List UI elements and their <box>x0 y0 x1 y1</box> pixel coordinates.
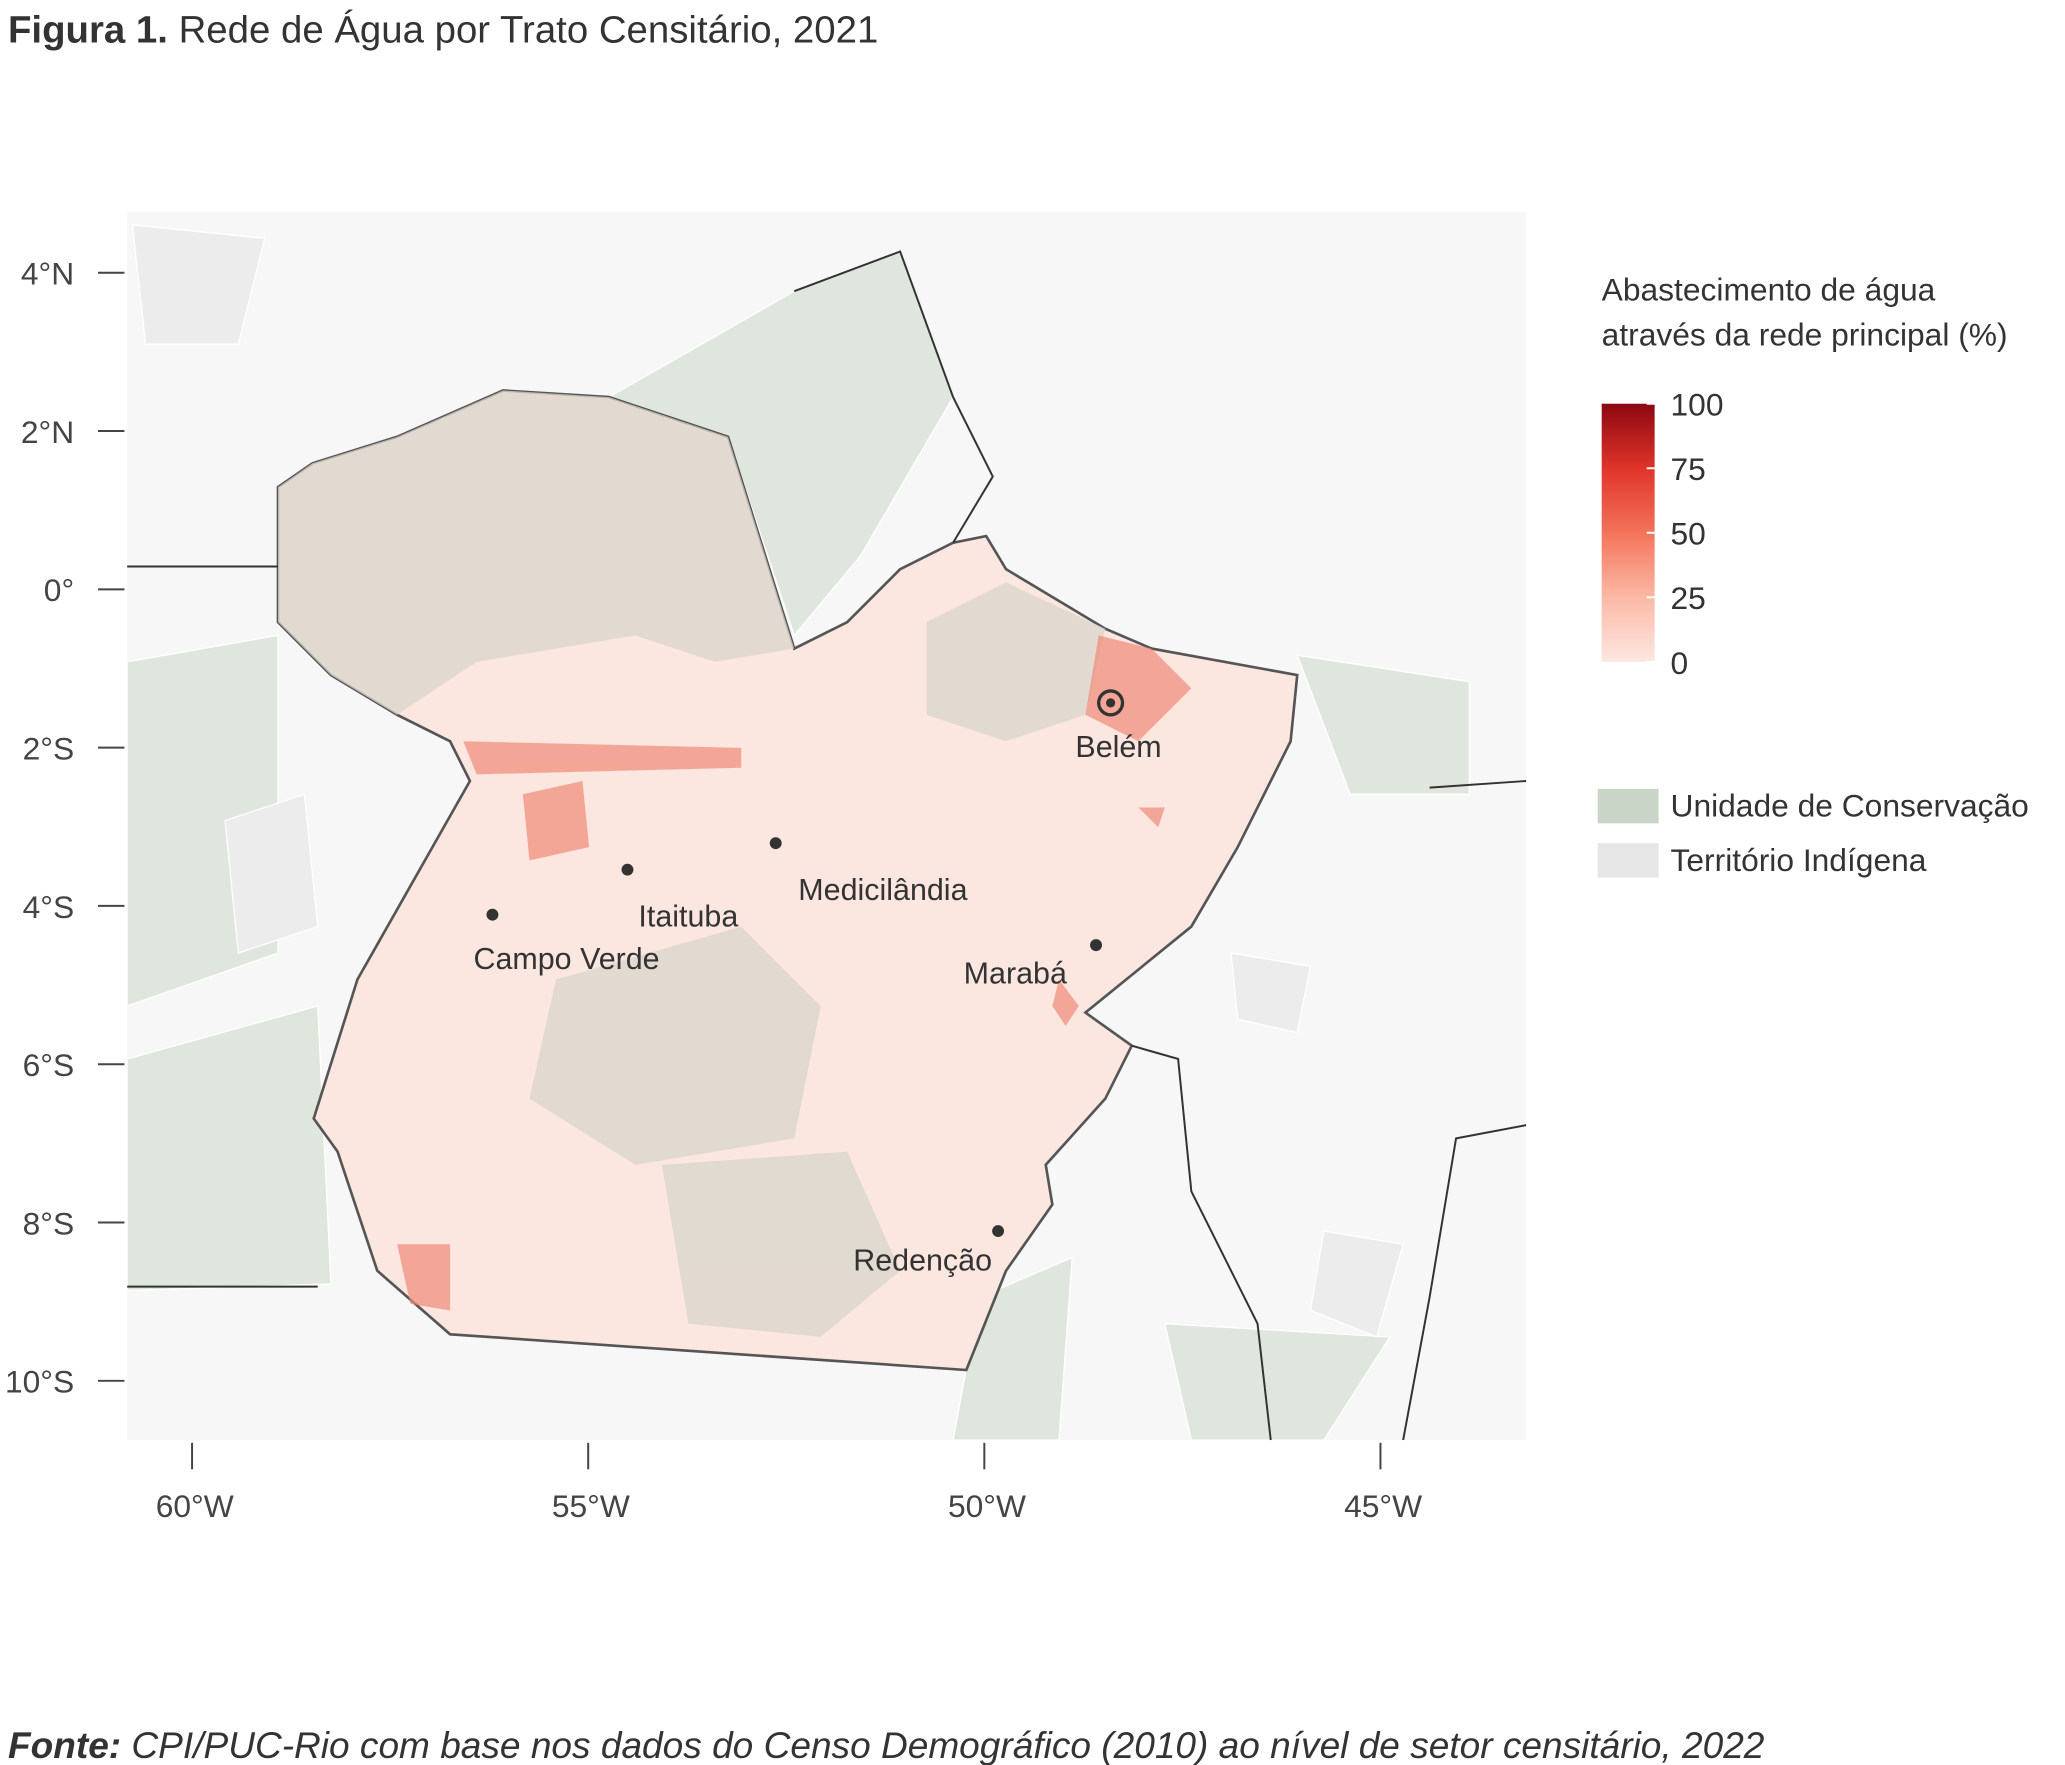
city-marker <box>992 1225 1005 1237</box>
y-tick-label: 2°N <box>21 414 74 450</box>
axes: 4°N 2°N 0° 2°S 4°S 6°S 8°S 10°S 60°W 55°W 50°W 45°W <box>5 256 1422 1524</box>
legend-title: através da rede principal (%) <box>1602 316 2008 352</box>
map <box>127 211 1527 1441</box>
y-tick-label: 4°S <box>23 889 75 925</box>
legend-title: Abastecimento de água <box>1602 271 1936 307</box>
y-tick-label: 6°S <box>23 1047 75 1083</box>
city-label: Medicilândia <box>798 873 967 907</box>
city-label: Campo Verde <box>474 942 660 976</box>
category-legend: Unidade de Conservação Território Indígen… <box>1597 788 2029 878</box>
y-tick-label: 8°S <box>23 1205 75 1241</box>
x-tick-label: 60°W <box>156 1488 234 1524</box>
y-tick-label: 4°N <box>21 256 74 292</box>
capital-marker <box>1105 698 1116 708</box>
colorbar-tick-label: 25 <box>1671 580 1706 616</box>
city-label: Itaituba <box>638 900 738 934</box>
indigenous-areas <box>131 224 1404 1338</box>
city-label: Redenção <box>853 1244 992 1278</box>
city-label: Marabá <box>964 956 1067 990</box>
x-tick-label: 55°W <box>552 1488 630 1524</box>
colorbar-ticks: 0 25 50 75 100 <box>1646 387 1724 681</box>
y-tick-label: 0° <box>44 572 74 608</box>
legend-label: Unidade de Conservação <box>1671 788 2029 824</box>
cities: Belém Medicilândia Itaituba Campo Verde … <box>474 689 1162 1278</box>
city-marker <box>1090 939 1102 952</box>
x-tick-label: 50°W <box>948 1488 1026 1524</box>
state-protected-areas <box>278 390 1106 1337</box>
x-tick-label: 45°W <box>1344 1488 1422 1524</box>
colorbar-tick-label: 0 <box>1671 645 1689 681</box>
y-tick-label: 2°S <box>23 731 75 767</box>
borders <box>127 250 1527 1441</box>
colorbar <box>1601 403 1655 662</box>
y-tick-label: 10°S <box>5 1364 74 1400</box>
high-coverage-tracts <box>397 635 1192 1311</box>
city-label: Belém <box>1075 730 1161 764</box>
colorbar-tick-label: 100 <box>1671 387 1724 423</box>
city-marker <box>621 863 634 876</box>
legend-label: Território Indígena <box>1671 842 1927 878</box>
legend-swatch <box>1597 788 1659 824</box>
legend-swatch <box>1597 843 1659 878</box>
city-marker <box>769 837 782 850</box>
capital-marker <box>1097 689 1125 717</box>
title: Figura 1. Rede de Água por Trato Censitá… <box>8 8 878 51</box>
source: Fonte: CPI/PUC-Rio com base nos dados do… <box>8 1724 1765 1765</box>
colorbar-tick-label: 50 <box>1671 516 1706 552</box>
colorbar-tick-label: 75 <box>1671 451 1706 487</box>
legend: Abastecimento de água através da rede pr… <box>1597 271 2029 878</box>
city-marker <box>486 908 499 921</box>
